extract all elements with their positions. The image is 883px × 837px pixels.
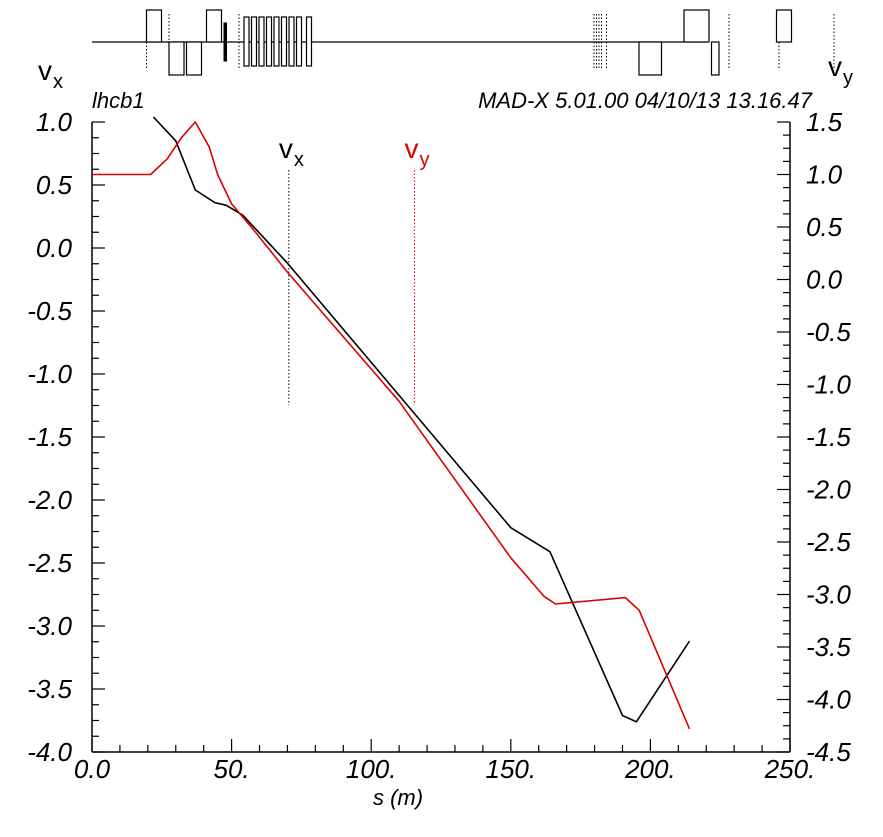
dipole-magnet <box>265 16 273 67</box>
right-y-tick-label: 0.5 <box>806 212 843 242</box>
right-y-tick-label: -3.0 <box>806 580 851 610</box>
tune-marker-label: vy <box>404 133 429 171</box>
right-y-tick-label: 0.0 <box>806 265 843 295</box>
magnet-upper <box>145 9 163 43</box>
left-axis-label: vx <box>38 55 63 93</box>
x-tick-label: 250. <box>764 754 816 784</box>
series-lines <box>92 116 691 730</box>
dipole-magnet <box>258 16 265 67</box>
dipole-magnet <box>273 16 280 67</box>
left-y-tick-label: -0.5 <box>27 296 72 326</box>
magnet-lower <box>168 41 185 76</box>
x-tick-label: 0.0 <box>74 754 111 784</box>
right-y-tick-label: 1.5 <box>806 107 843 137</box>
dipole-magnet <box>305 16 313 67</box>
plot-title-right: MAD-X 5.01.00 04/10/13 13.16.47 <box>478 88 813 113</box>
left-y-tick-label: -4.0 <box>27 737 72 767</box>
axis-ticks <box>91 121 791 753</box>
magnet-upper <box>775 9 793 43</box>
left-y-tick-label: -2.5 <box>27 548 72 578</box>
magnet-lower <box>638 41 663 76</box>
series-line-vx <box>152 116 691 723</box>
left-y-tick-label: -3.0 <box>27 611 72 641</box>
right-y-tick-label: -1.0 <box>806 370 851 400</box>
left-y-tick-label: -1.5 <box>27 422 72 452</box>
magnet-upper <box>205 9 223 43</box>
tune-marker-label: vx <box>279 133 304 171</box>
plot-title-left: lhcb1 <box>92 88 145 113</box>
thin-element <box>223 22 227 62</box>
left-y-tick-label: -3.5 <box>27 674 72 704</box>
right-y-tick-label: -3.5 <box>806 632 851 662</box>
tune-markers: vx vy <box>279 133 429 405</box>
plot-frame <box>91 122 791 753</box>
right-axis-label: vy <box>828 51 853 89</box>
right-y-tick-label: -4.5 <box>806 737 851 767</box>
magnet-lower <box>710 41 720 76</box>
x-axis-label: s (m) <box>373 785 423 810</box>
magnet-lower <box>185 41 203 76</box>
x-tick-label: 100. <box>346 754 397 784</box>
tick-labels: 0.0 50. 100. 150. 200. 250. 1.0 0.5 0.0 -0.5 -1.0 -… <box>27 107 851 784</box>
right-y-tick-label: -1.5 <box>806 422 851 452</box>
right-y-tick-label: -2.0 <box>806 475 851 505</box>
x-tick-label: 200. <box>624 754 676 784</box>
left-y-tick-label: -1.0 <box>27 359 72 389</box>
dipole-magnet <box>243 16 250 67</box>
right-y-tick-label: -0.5 <box>806 317 851 347</box>
right-y-tick-label: -2.5 <box>806 527 851 557</box>
left-y-tick-label: 1.0 <box>36 107 73 137</box>
dipole-magnet <box>250 16 258 67</box>
left-y-tick-label: 0.5 <box>36 170 73 200</box>
lattice-strip <box>92 9 835 76</box>
left-y-tick-label: -2.0 <box>27 485 72 515</box>
right-y-tick-label: -4.0 <box>806 685 851 715</box>
left-y-tick-label: 0.0 <box>36 233 73 263</box>
dipole-magnet <box>295 16 303 67</box>
dipole-magnet <box>288 16 295 67</box>
right-y-tick-label: 1.0 <box>806 160 843 190</box>
series-line-vy <box>92 121 691 730</box>
dipole-magnet <box>280 16 288 67</box>
magnet-upper <box>683 9 710 43</box>
x-tick-label: 150. <box>485 754 536 784</box>
x-tick-label: 50. <box>214 754 250 784</box>
